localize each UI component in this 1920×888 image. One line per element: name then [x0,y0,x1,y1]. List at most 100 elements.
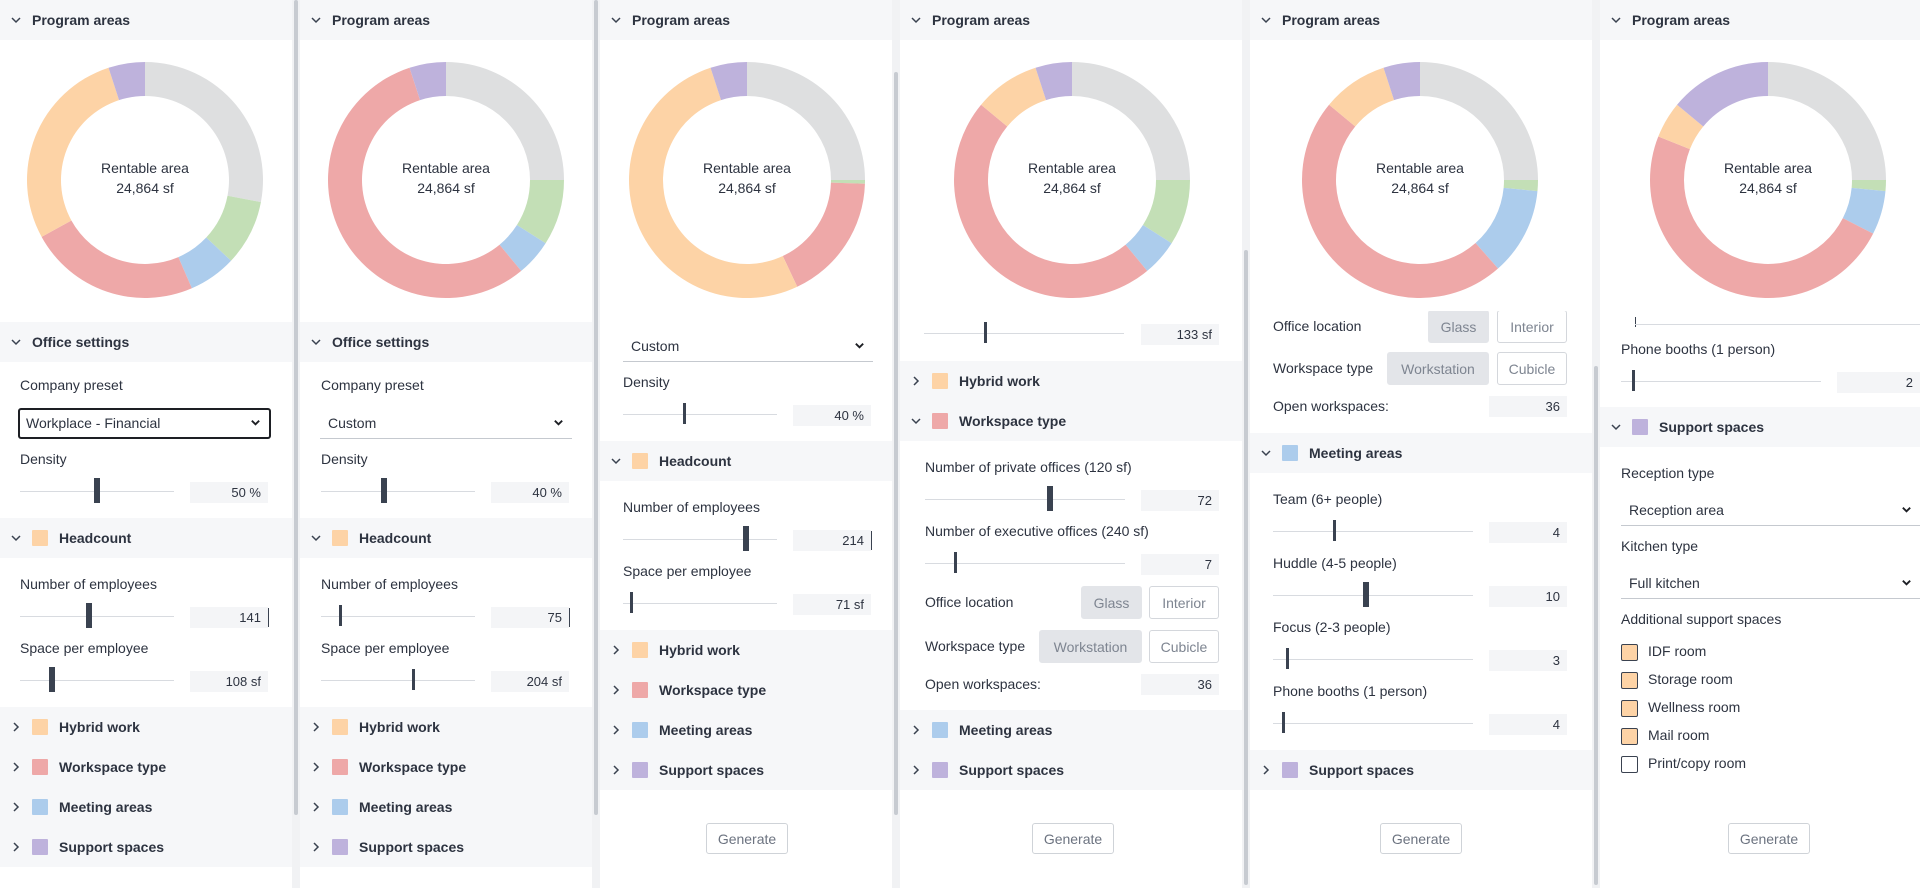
density-value[interactable]: 40 % [491,482,569,503]
space-per-employee-value[interactable]: 204 sf [491,671,569,692]
team-slider-thumb[interactable] [1333,520,1336,541]
huddle-slider-thumb[interactable] [1363,582,1369,607]
kitchen-type-select[interactable]: Full kitchen [1621,568,1920,599]
checkbox[interactable] [1621,728,1638,745]
scrollbar-thumb[interactable] [1594,366,1598,885]
headcount-header[interactable]: Headcount [0,518,292,558]
executive-offices-slider-thumb[interactable] [954,552,957,573]
chevron-down-icon[interactable] [300,336,332,348]
scrollbar[interactable] [1592,0,1600,888]
support-spaces-header[interactable]: Support spaces [1250,750,1592,790]
open-workspaces-value[interactable]: 36 [1489,396,1567,417]
density-slider-thumb[interactable] [381,478,387,503]
generate-button[interactable]: Generate [1728,823,1810,854]
chevron-down-icon[interactable] [600,14,632,26]
scrollbar[interactable] [292,0,300,888]
space-per-employee-slider[interactable] [623,590,777,616]
density-value[interactable]: 40 % [793,405,871,426]
program-areas-header[interactable]: Program areas [600,0,892,40]
hybrid-work-header[interactable]: Hybrid work [0,707,292,747]
employees-slider[interactable] [20,603,174,629]
private-offices-slider[interactable] [925,486,1125,512]
chevron-right-icon[interactable] [600,684,632,696]
checkbox[interactable] [1621,700,1638,717]
chevron-right-icon[interactable] [600,644,632,656]
chevron-right-icon[interactable] [0,761,32,773]
chevron-down-icon[interactable] [900,14,932,26]
partial-slider-thumb[interactable] [984,322,987,343]
program-areas-header[interactable]: Program areas [300,0,592,40]
support-spaces-header[interactable]: Support spaces [300,827,592,867]
company-preset-select[interactable]: Custom [623,331,873,362]
reception-type-select[interactable]: Reception area [1621,495,1920,526]
support-spaces-header[interactable]: Support spaces [0,827,292,867]
interior-button[interactable]: Interior [1149,586,1219,619]
workspace-type-header[interactable]: Workspace type [900,401,1242,441]
office-settings-header[interactable]: Office settings [300,322,592,362]
company-preset-select[interactable]: Workplace - Financial [18,408,271,439]
space-per-employee-value[interactable]: 108 sf [190,671,268,692]
employees-value[interactable]: 75 [491,607,569,628]
phone-booths-slider[interactable] [1621,368,1821,394]
employees-slider-thumb[interactable] [339,605,342,626]
scrollbar-thumb[interactable] [294,0,298,815]
meeting-areas-header[interactable]: Meeting areas [300,787,592,827]
interior-button[interactable]: Interior [1497,310,1567,343]
meeting-areas-header[interactable]: Meeting areas [600,710,892,750]
checkbox[interactable] [1621,756,1638,773]
chevron-right-icon[interactable] [900,375,932,387]
workspace-type-header[interactable]: Workspace type [0,747,292,787]
focus-slider[interactable] [1273,646,1473,672]
generate-button[interactable]: Generate [1032,823,1114,854]
executive-offices-slider[interactable] [925,550,1125,576]
support-spaces-header[interactable]: Support spaces [600,750,892,790]
workspace-type-header[interactable]: Workspace type [600,670,892,710]
team-value[interactable]: 4 [1489,522,1567,543]
workstation-button[interactable]: Workstation [1039,630,1142,663]
generate-button[interactable]: Generate [706,823,788,854]
density-value[interactable]: 50 % [190,482,268,503]
chevron-down-icon[interactable] [300,532,332,544]
phone-booths-value[interactable]: 2 [1837,372,1920,393]
headcount-header[interactable]: Headcount [300,518,592,558]
chevron-right-icon[interactable] [300,841,332,853]
workstation-button[interactable]: Workstation [1387,352,1489,385]
scrollbar-thumb[interactable] [594,0,598,815]
phone-booths-slider-thumb[interactable] [1282,712,1285,733]
partial-slider[interactable] [924,320,1124,346]
private-offices-slider-thumb[interactable] [1047,486,1053,511]
chevron-down-icon[interactable] [0,14,32,26]
scrollbar[interactable] [1242,0,1250,888]
executive-offices-value[interactable]: 7 [1141,554,1219,575]
cubicle-button[interactable]: Cubicle [1497,352,1567,385]
chevron-down-icon[interactable] [900,415,932,427]
office-settings-header[interactable]: Office settings [0,322,292,362]
chevron-right-icon[interactable] [900,724,932,736]
generate-button[interactable]: Generate [1380,823,1462,854]
phone-booths-slider[interactable] [1273,710,1473,736]
focus-value[interactable]: 3 [1489,650,1567,671]
space-per-employee-slider-thumb[interactable] [49,667,55,692]
glass-button[interactable]: Glass [1081,586,1142,619]
hybrid-work-header[interactable]: Hybrid work [300,707,592,747]
chevron-down-icon[interactable] [1250,14,1282,26]
hybrid-work-header[interactable]: Hybrid work [900,361,1242,401]
team-slider[interactable] [1273,518,1473,544]
density-slider-thumb[interactable] [94,478,100,503]
meeting-areas-header[interactable]: Meeting areas [0,787,292,827]
support-spaces-header[interactable]: Support spaces [900,750,1242,790]
chevron-down-icon[interactable] [300,14,332,26]
phone-booths-value[interactable]: 4 [1489,714,1567,735]
meeting-areas-header[interactable]: Meeting areas [900,710,1242,750]
program-areas-header[interactable]: Program areas [1600,0,1920,40]
huddle-value[interactable]: 10 [1489,586,1567,607]
employees-value[interactable]: 141 [190,607,268,628]
chevron-down-icon[interactable] [1250,447,1282,459]
open-workspaces-value[interactable]: 36 [1141,674,1219,695]
chevron-down-icon[interactable] [0,532,32,544]
partial-value[interactable]: 133 sf [1141,324,1219,345]
headcount-header[interactable]: Headcount [600,441,892,481]
phone-booths-slider-thumb[interactable] [1632,370,1635,391]
private-offices-value[interactable]: 72 [1141,490,1219,511]
chevron-right-icon[interactable] [0,841,32,853]
